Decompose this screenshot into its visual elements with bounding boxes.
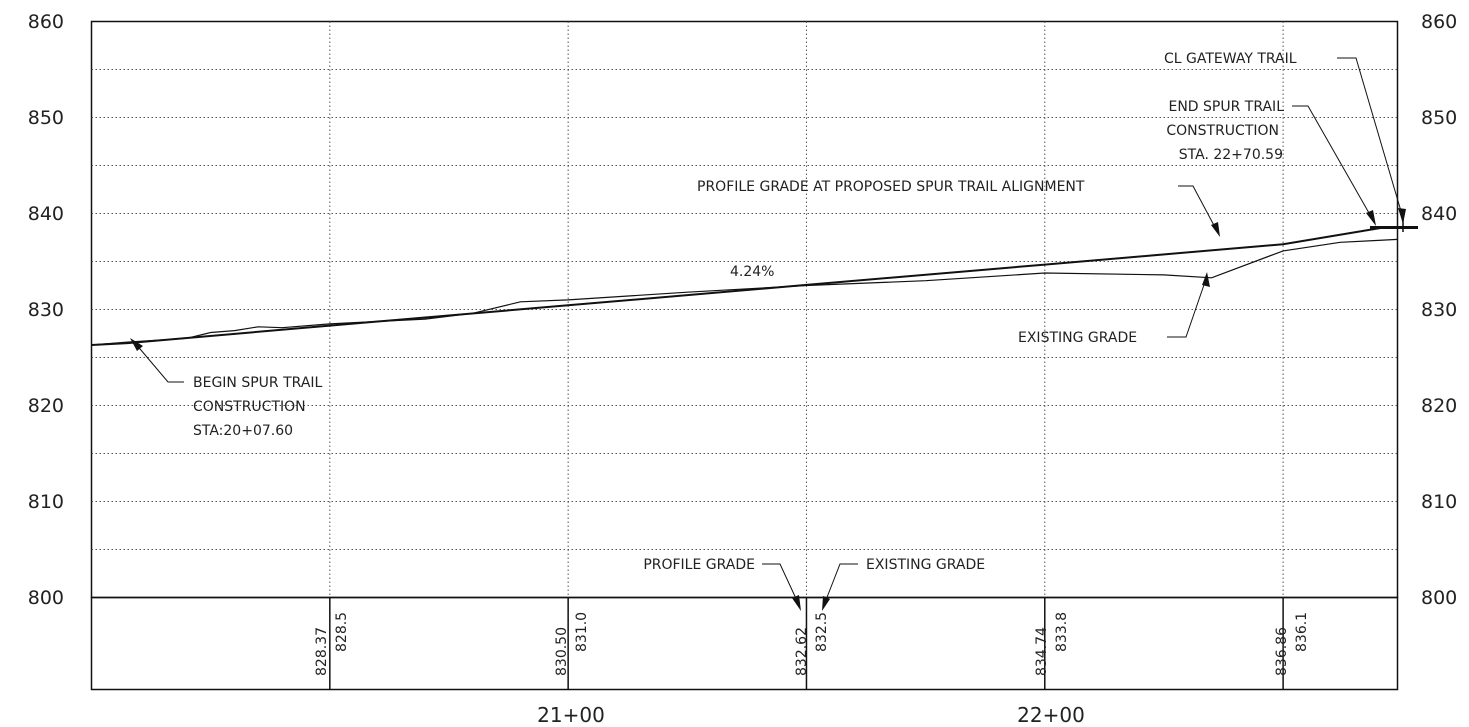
- y-tick-right: 800: [1421, 587, 1457, 609]
- cl-gateway-arrowhead: [1398, 208, 1406, 224]
- end-spur-label-line1: END SPUR TRAIL: [1168, 99, 1284, 115]
- existing-grade-arrowhead: [1202, 272, 1210, 287]
- existing-elevation-label: 828.5: [334, 612, 350, 652]
- legend-existing-arrowhead: [822, 596, 830, 611]
- elevation-label-pair: 834.74 833.8: [1034, 612, 1070, 676]
- existing-elevation-label: 833.8: [1054, 612, 1070, 652]
- begin-spur-leader: [134, 342, 184, 383]
- begin-spur-arrowhead: [130, 338, 143, 351]
- existing-elevation-label: 831.0: [574, 612, 590, 652]
- end-spur-label-line2: CONSTRUCTION: [1166, 123, 1279, 139]
- horizontal-gridlines: [91, 69, 1398, 550]
- cl-gateway-label: CL GATEWAY TRAIL: [1164, 51, 1297, 67]
- y-tick-left: 810: [28, 491, 64, 513]
- elevation-label-pair: 830.50 831.0: [554, 612, 590, 676]
- elevation-band-ticks: [329, 597, 1284, 690]
- y-tick-right: 820: [1421, 395, 1457, 417]
- elevation-label-pair: 828.37 828.5: [314, 612, 350, 676]
- vertical-gridlines: [329, 21, 1284, 598]
- cl-gateway-leader: [1337, 57, 1404, 219]
- profile-alignment-leader: [1178, 185, 1218, 232]
- existing-grade-label: EXISTING GRADE: [1018, 330, 1137, 346]
- profile-elevation-label: 836.86: [1274, 627, 1290, 676]
- elevation-label-pair: 832.62 832.5: [794, 612, 830, 676]
- legend-profile-grade-label: PROFILE GRADE: [643, 557, 755, 573]
- y-tick-right: 830: [1421, 299, 1457, 321]
- legend-profile-arrowhead: [792, 595, 801, 611]
- station-label: 22+00: [1017, 703, 1085, 727]
- profile-alignment-arrowhead: [1211, 222, 1220, 237]
- end-spur-label-line3: STA. 22+70.59: [1179, 147, 1283, 163]
- profile-alignment-label: PROFILE GRADE AT PROPOSED SPUR TRAIL ALI…: [697, 179, 1085, 195]
- station-label: 21+00: [537, 703, 605, 727]
- y-tick-left: 830: [28, 299, 64, 321]
- begin-spur-label-line2: CONSTRUCTION: [193, 399, 306, 415]
- y-tick-right: 840: [1421, 203, 1457, 225]
- y-tick-left: 860: [28, 11, 64, 33]
- profile-elevation-label: 830.50: [554, 627, 570, 676]
- profile-elevation-label: 832.62: [794, 627, 810, 676]
- y-axis-left: 860 850 840 830 820 810 800: [28, 11, 64, 609]
- profile-elevation-label: 834.74: [1034, 627, 1050, 676]
- existing-elevation-label: 836.1: [1294, 612, 1310, 652]
- begin-spur-label-line3: STA:20+07.60: [193, 423, 293, 439]
- y-tick-left: 820: [28, 395, 64, 417]
- y-tick-right: 810: [1421, 491, 1457, 513]
- end-spur-arrowhead: [1366, 210, 1376, 226]
- legend-existing-leader: [823, 563, 858, 606]
- elevation-label-pair: 836.86 836.1: [1274, 612, 1310, 676]
- begin-spur-label-line1: BEGIN SPUR TRAIL: [193, 375, 323, 391]
- y-tick-right: 860: [1421, 11, 1457, 33]
- elevation-band-frame: [90, 596, 1399, 691]
- profile-grade-line: [91, 226, 1398, 346]
- y-tick-left: 850: [28, 107, 64, 129]
- end-spur-leader: [1292, 105, 1374, 221]
- legend-profile-leader: [762, 563, 800, 606]
- existing-grade-line: [91, 238, 1398, 346]
- y-tick-left: 840: [28, 203, 64, 225]
- y-axis-right: 860 850 840 830 820 810 800: [1421, 11, 1457, 609]
- y-tick-left: 800: [28, 587, 64, 609]
- grade-percent-label: 4.24%: [730, 264, 774, 280]
- legend-existing-grade-label: EXISTING GRADE: [866, 557, 985, 573]
- existing-elevation-label: 832.5: [814, 612, 830, 652]
- existing-grade-leader: [1167, 278, 1207, 338]
- profile-elevation-label: 828.37: [314, 627, 330, 676]
- y-tick-right: 850: [1421, 107, 1457, 129]
